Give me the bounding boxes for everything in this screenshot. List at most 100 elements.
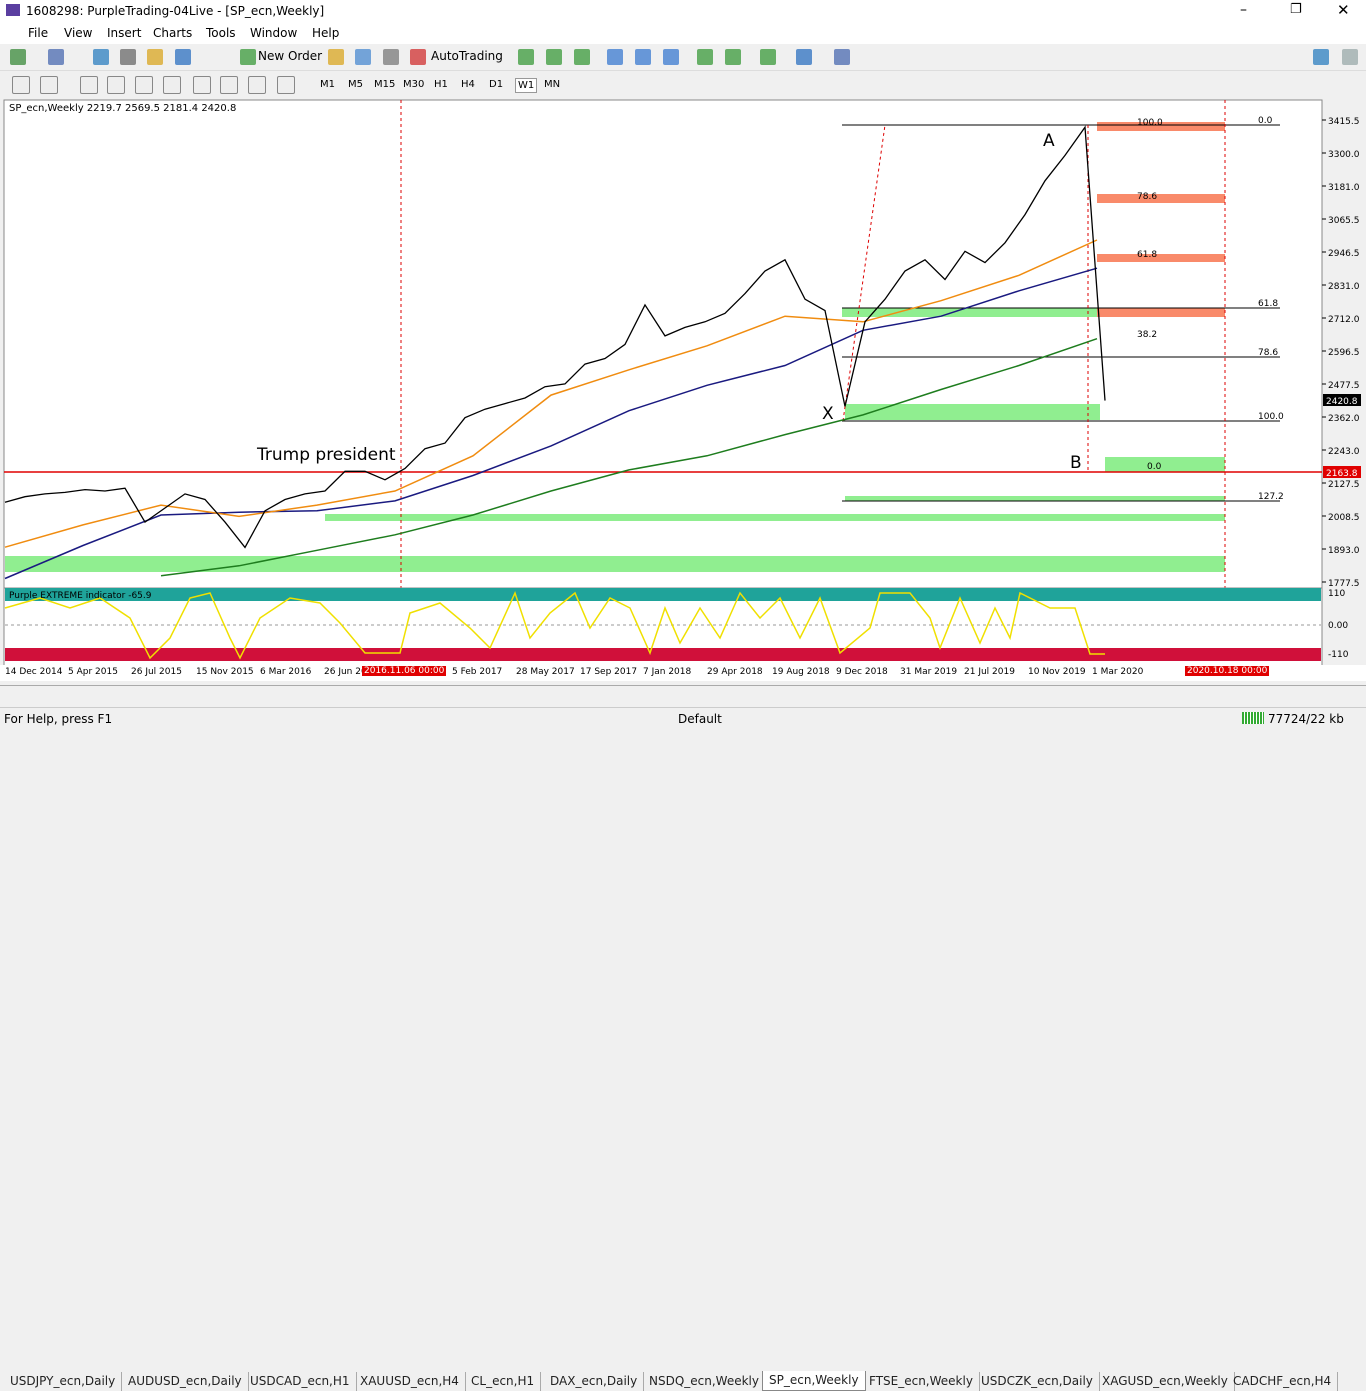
toolbar-icon[interactable]	[518, 49, 534, 65]
fib-zone-label: 78.6	[1137, 192, 1157, 202]
drawing-tool[interactable]	[80, 76, 98, 94]
menu-item[interactable]: Help	[312, 26, 340, 40]
new-order-button[interactable]: New Order	[258, 49, 323, 63]
chart-tab[interactable]: AUDUSD_ecn,Daily	[122, 1372, 249, 1391]
autotrading-button[interactable]: AutoTrading	[431, 49, 503, 63]
toolbar-icon[interactable]	[1313, 49, 1329, 65]
timeframe-button[interactable]: H4	[461, 79, 475, 90]
menu-item[interactable]: Tools	[206, 26, 236, 40]
menu-item[interactable]: File	[28, 26, 49, 40]
toolbar-icon[interactable]	[93, 49, 109, 65]
date-label: 15 Nov 2015	[196, 667, 254, 677]
status-profile: Default	[678, 712, 722, 726]
drawing-tool[interactable]	[277, 76, 295, 94]
toolbar-icon[interactable]	[546, 49, 562, 65]
wave-label: A	[1043, 131, 1055, 151]
menu-item[interactable]: Window	[250, 26, 298, 40]
timeframe-button[interactable]: M1	[320, 79, 335, 90]
current-price-label: 2420.8	[1326, 397, 1358, 407]
chart-tab[interactable]: FTSE_ecn,Weekly	[863, 1372, 980, 1391]
maximize-button[interactable]: ❐	[1290, 2, 1302, 17]
date-label: 1 Mar 2020	[1092, 667, 1144, 677]
fib-level-label: 78.6	[1258, 348, 1278, 358]
date-label: 31 Mar 2019	[900, 667, 958, 677]
status-help: For Help, press F1	[4, 712, 113, 726]
price-tick-label: 2946.5	[1328, 249, 1360, 259]
toolbar-icon[interactable]	[147, 49, 163, 65]
oscillator-line	[4, 590, 1105, 660]
toolbar-icon[interactable]	[175, 49, 191, 65]
toolbar-icon[interactable]	[410, 49, 426, 65]
traffic-icon	[1242, 712, 1264, 724]
toolbar-icon[interactable]	[10, 49, 26, 65]
drawing-tool[interactable]	[220, 76, 238, 94]
chart-tab[interactable]: DAX_ecn,Daily	[544, 1372, 645, 1391]
toolbar-icon[interactable]	[607, 49, 623, 65]
timeframe-button[interactable]: M15	[374, 79, 396, 90]
toolbar-icon[interactable]	[1342, 49, 1358, 65]
date-label: 26 Jul 2015	[131, 667, 182, 677]
chart-tab[interactable]: XAGUSD_ecn,Weekly	[1096, 1372, 1235, 1391]
timeframe-button[interactable]: M5	[348, 79, 363, 90]
price-tick-label: 2362.0	[1328, 414, 1360, 424]
drawing-tool[interactable]	[107, 76, 125, 94]
drawing-tool[interactable]	[193, 76, 211, 94]
chart-tab[interactable]: USDCAD_ecn,H1	[244, 1372, 357, 1391]
timeframe-button[interactable]: MN	[544, 79, 561, 90]
fib-zone-label: 100.0	[1137, 118, 1163, 128]
toolbar-icon[interactable]	[383, 49, 399, 65]
date-label: 17 Sep 2017	[580, 667, 638, 677]
toolbar-icon[interactable]	[120, 49, 136, 65]
chart-tab[interactable]: CADCHF_ecn,H4	[1227, 1372, 1339, 1391]
timeframe-button[interactable]: H1	[434, 79, 448, 90]
drawing-tool[interactable]	[248, 76, 266, 94]
indicator-tick-label: 110	[1328, 589, 1345, 599]
chart-tab[interactable]: CL_ecn,H1	[465, 1372, 542, 1391]
closes-line	[4, 125, 1106, 549]
toolbar-icon[interactable]	[796, 49, 812, 65]
timeframe-button[interactable]: M30	[403, 79, 425, 90]
date-label: 9 Dec 2018	[836, 667, 888, 677]
minimize-button[interactable]: –	[1240, 2, 1247, 18]
toolbar-icon[interactable]	[574, 49, 590, 65]
date-label: 6 Mar 2016	[260, 667, 312, 677]
toolbar-icon[interactable]	[760, 49, 776, 65]
chart-tab[interactable]: NSDQ_ecn,Weekly	[643, 1372, 766, 1391]
toolbar-icon[interactable]	[725, 49, 741, 65]
support-zone	[845, 404, 1100, 420]
toolbar-icon[interactable]	[834, 49, 850, 65]
drawing-tool[interactable]	[12, 76, 30, 94]
chart-tab[interactable]: SP_ecn,Weekly	[762, 1371, 866, 1391]
vertical-lines	[400, 100, 1226, 666]
app-icon	[6, 4, 20, 16]
chart-tab[interactable]: USDCZK_ecn,Daily	[975, 1372, 1100, 1391]
zones	[5, 122, 1225, 572]
fib-level-label: 100.0	[1258, 412, 1284, 422]
price-tick-label: 3300.0	[1328, 150, 1360, 160]
toolbar-icon[interactable]	[328, 49, 344, 65]
menu-item[interactable]: View	[64, 26, 93, 40]
price-tick-label: 2712.0	[1328, 315, 1360, 325]
toolbar-icon[interactable]	[240, 49, 256, 65]
menu-item[interactable]: Charts	[153, 26, 193, 40]
menu-item[interactable]: Insert	[107, 26, 142, 40]
toolbar-icon[interactable]	[697, 49, 713, 65]
drawing-tool[interactable]	[40, 76, 58, 94]
toolbar-icon[interactable]	[663, 49, 679, 65]
fib-zone-label: 0.0	[1147, 462, 1162, 472]
date-label: 26 Jun 2016	[324, 667, 379, 677]
drawing-toolbar: M1 M5 M15 M30 H1 H4 D1 W1 MN	[0, 71, 1366, 98]
chart-tab[interactable]: XAUUSD_ecn,H4	[354, 1372, 466, 1391]
timeframe-button[interactable]: D1	[489, 79, 504, 90]
drawing-tool[interactable]	[135, 76, 153, 94]
toolbar-icon[interactable]	[635, 49, 651, 65]
date-label: 7 Jan 2018	[643, 667, 692, 677]
timeframe-button[interactable]: W1	[515, 78, 538, 93]
chart-tab[interactable]: USDJPY_ecn,Daily	[4, 1372, 123, 1391]
drawing-tool[interactable]	[163, 76, 181, 94]
toolbar-icon[interactable]	[48, 49, 64, 65]
toolbar-icon[interactable]	[355, 49, 371, 65]
resistance-zone	[1097, 122, 1225, 131]
close-button[interactable]: ✕	[1337, 1, 1350, 19]
